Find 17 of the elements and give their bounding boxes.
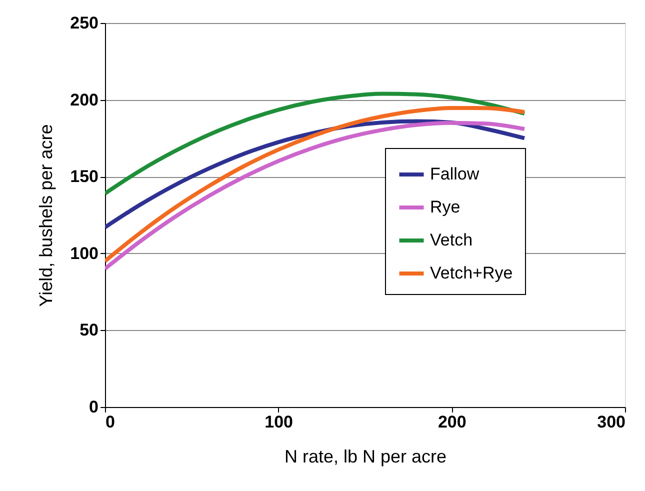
x-tick-label: 300 <box>597 412 626 432</box>
y-tick-label: 200 <box>70 90 98 110</box>
y-axis-title: Yield, bushels per acre <box>36 124 56 307</box>
x-tick-label: 200 <box>438 412 466 432</box>
y-tick-label: 150 <box>70 167 98 186</box>
line-series <box>105 92 526 196</box>
y-tick-label: 100 <box>70 244 98 263</box>
y-tick-label: 250 <box>70 14 98 32</box>
y-tick-label: 50 <box>80 320 98 340</box>
legend-label: Vetch <box>430 230 473 250</box>
x-tick-label: 0 <box>106 412 115 432</box>
x-tick-label: 100 <box>264 412 294 432</box>
legend-label: Fallow <box>430 164 480 184</box>
x-axis-title: N rate, lb N per acre <box>284 446 447 466</box>
legend-label: Vetch+Rye <box>430 264 513 282</box>
y-tick-label: 0 <box>89 398 98 416</box>
legend-label: Rye <box>430 198 460 216</box>
